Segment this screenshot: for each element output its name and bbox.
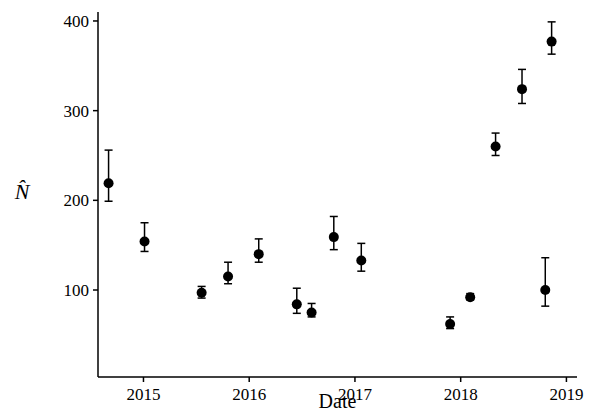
point xyxy=(140,237,150,247)
y-tick xyxy=(93,200,98,202)
error-bar-cap xyxy=(357,243,365,245)
error-bar xyxy=(105,150,113,201)
point xyxy=(356,255,366,265)
chart: 10020030040020152016201720182019DateN̂ xyxy=(0,0,600,417)
x-tick-label: 2015 xyxy=(126,385,160,404)
error-bar xyxy=(541,258,549,306)
error-bar-cap xyxy=(293,313,301,315)
y-tick xyxy=(93,289,98,291)
y-tick xyxy=(93,20,98,22)
error-bar-cap xyxy=(308,303,316,305)
error-bar-cap xyxy=(541,305,549,307)
point xyxy=(307,307,317,317)
y-axis xyxy=(97,12,99,377)
error-bar xyxy=(141,223,149,252)
error-bar-cap xyxy=(357,270,365,272)
error-bar-cap xyxy=(255,238,263,240)
point xyxy=(292,299,302,309)
point xyxy=(104,178,114,188)
x-tick-label: 2018 xyxy=(444,385,478,404)
point xyxy=(254,249,264,259)
y-tick-label: 300 xyxy=(64,102,90,121)
error-bar xyxy=(198,286,206,298)
error-bar-line xyxy=(108,150,110,201)
error-bar xyxy=(518,69,526,103)
error-bar-cap xyxy=(105,149,113,151)
x-tick xyxy=(460,377,462,382)
point xyxy=(445,319,455,329)
error-bar-cap xyxy=(293,287,301,289)
error-bar-cap xyxy=(541,257,549,259)
error-bar xyxy=(492,133,500,155)
point xyxy=(223,272,233,282)
error-bar xyxy=(357,243,365,271)
error-bar-cap xyxy=(330,216,338,218)
x-tick xyxy=(143,377,145,382)
point xyxy=(517,84,527,94)
error-bar-cap xyxy=(330,249,338,251)
error-bar xyxy=(224,262,232,284)
error-bar xyxy=(548,22,556,54)
y-tick-label: 100 xyxy=(64,281,90,300)
error-bar xyxy=(255,239,263,262)
error-bar-cap xyxy=(141,251,149,253)
plot-marks xyxy=(104,22,557,329)
y-axis-label: N̂ xyxy=(14,179,31,204)
error-bar-cap xyxy=(224,283,232,285)
error-bar-cap xyxy=(105,200,113,202)
x-tick xyxy=(354,377,356,382)
error-bar-line xyxy=(545,258,547,306)
point xyxy=(329,232,339,242)
x-tick xyxy=(248,377,250,382)
error-bar-cap xyxy=(224,261,232,263)
error-bar xyxy=(293,288,301,313)
x-axis-label: Date xyxy=(319,390,357,412)
error-bar-cap xyxy=(518,69,526,71)
x-tick xyxy=(566,377,568,382)
error-bar xyxy=(330,216,338,249)
error-bar-cap xyxy=(492,155,500,157)
x-tick-label: 2019 xyxy=(549,385,583,404)
error-bar xyxy=(446,317,454,329)
point xyxy=(465,292,475,302)
point xyxy=(197,288,207,298)
y-tick-label: 200 xyxy=(64,191,90,210)
error-bar-cap xyxy=(492,132,500,134)
y-tick-label: 400 xyxy=(64,12,90,31)
error-bar-cap xyxy=(548,53,556,55)
error-bar-cap xyxy=(198,286,206,288)
y-tick xyxy=(93,110,98,112)
x-axis xyxy=(98,376,577,378)
point xyxy=(547,37,557,47)
point xyxy=(540,285,550,295)
error-bar-cap xyxy=(255,261,263,263)
error-bar-cap xyxy=(446,316,454,318)
error-bar-cap xyxy=(518,103,526,105)
point xyxy=(491,142,501,152)
error-bar-cap xyxy=(548,21,556,23)
error-bar-cap xyxy=(141,222,149,224)
x-tick-label: 2016 xyxy=(232,385,266,404)
error-bar xyxy=(308,303,316,316)
